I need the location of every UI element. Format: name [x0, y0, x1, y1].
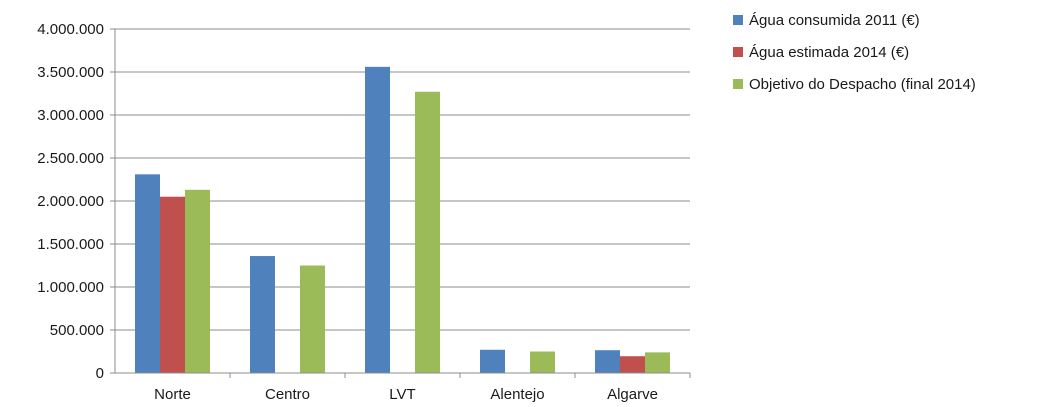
bar-algarve-series-2: [645, 352, 670, 373]
y-tick-label: 4.000.000: [37, 21, 104, 38]
bar-centro-series-0: [250, 256, 275, 373]
legend-item-series-1: Água estimada 2014 (€): [733, 42, 976, 62]
bar-chart: 0 500.000 1.000.000 1.500.000 2.000.000 2.500…: [37, 21, 691, 403]
legend-label-series-0: Água consumida 2011 (€): [749, 11, 920, 29]
x-tick-label: Algarve: [607, 386, 658, 403]
legend-label-series-2: Objetivo do Despacho (final 2014): [749, 75, 976, 93]
x-tick-label: Norte: [154, 386, 191, 403]
bar-norte-series-0: [135, 174, 160, 373]
bar-norte-series-1: [160, 196, 185, 373]
bar-algarve-series-0: [595, 350, 620, 373]
y-tick-label: 2.500.000: [37, 150, 104, 167]
x-tick-label: LVT: [389, 386, 415, 403]
bar-norte-series-2: [185, 189, 210, 373]
y-axis-ticks: 0 500.000 1.000.000 1.500.000 2.000.000 2.500…: [37, 21, 104, 382]
legend-swatch-series-0: [733, 15, 743, 25]
axes: [110, 28, 691, 378]
legend-swatch-series-2: [733, 79, 743, 89]
legend-item-series-2: Objetivo do Despacho (final 2014): [733, 74, 976, 94]
legend-item-series-0: Água consumida 2011 (€): [733, 10, 976, 30]
bar-alentejo-series-2: [530, 351, 555, 373]
x-tick-label: Alentejo: [490, 386, 544, 403]
y-tick-label: 3.500.000: [37, 64, 104, 81]
y-tick-label: 0: [96, 365, 104, 382]
y-tick-label: 3.000.000: [37, 107, 104, 124]
bar-algarve-series-1: [620, 356, 645, 373]
y-tick-label: 1.500.000: [37, 236, 104, 253]
legend: Água consumida 2011 (€) Água estimada 20…: [733, 10, 976, 106]
bars: [135, 66, 670, 373]
bar-lvt-series-0: [365, 66, 390, 373]
bar-alentejo-series-0: [480, 349, 505, 373]
x-axis-ticks: Norte Centro LVT Alentejo Algarve: [154, 386, 658, 403]
gridlines: [115, 28, 690, 331]
bar-centro-series-2: [300, 265, 325, 373]
y-tick-label: 1.000.000: [37, 279, 104, 296]
y-tick-label: 2.000.000: [37, 193, 104, 210]
bar-lvt-series-2: [415, 91, 440, 373]
legend-label-series-1: Água estimada 2014 (€): [749, 43, 910, 61]
legend-swatch-series-1: [733, 47, 743, 57]
x-tick-label: Centro: [265, 386, 310, 403]
y-tick-label: 500.000: [50, 322, 104, 339]
